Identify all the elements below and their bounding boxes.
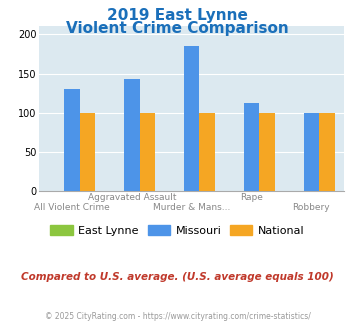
- Text: Violent Crime Comparison: Violent Crime Comparison: [66, 21, 289, 36]
- Bar: [64, 89, 80, 191]
- Text: 2019 East Lynne: 2019 East Lynne: [107, 8, 248, 23]
- Bar: [80, 113, 95, 191]
- Text: Rape: Rape: [240, 193, 263, 202]
- Bar: [124, 79, 140, 191]
- Text: Murder & Mans...: Murder & Mans...: [153, 203, 230, 212]
- Text: Aggravated Assault: Aggravated Assault: [88, 193, 176, 202]
- Bar: [244, 103, 260, 191]
- Bar: [319, 113, 335, 191]
- Bar: [304, 113, 319, 191]
- Bar: [184, 46, 200, 191]
- Legend: East Lynne, Missouri, National: East Lynne, Missouri, National: [46, 221, 309, 240]
- Text: Robbery: Robbery: [293, 203, 330, 212]
- Text: Compared to U.S. average. (U.S. average equals 100): Compared to U.S. average. (U.S. average …: [21, 272, 334, 282]
- Bar: [140, 113, 155, 191]
- Text: All Violent Crime: All Violent Crime: [34, 203, 110, 212]
- Bar: [200, 113, 215, 191]
- Bar: [260, 113, 275, 191]
- Text: © 2025 CityRating.com - https://www.cityrating.com/crime-statistics/: © 2025 CityRating.com - https://www.city…: [45, 312, 310, 321]
